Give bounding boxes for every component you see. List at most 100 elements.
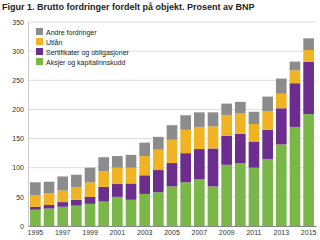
bar-segment (57, 176, 68, 190)
bar-segment (290, 62, 301, 71)
x-tick-label: 2001 (110, 229, 126, 236)
y-tick: 350 (12, 19, 28, 26)
x-tick: 2009 (219, 226, 235, 236)
bar-segment (139, 175, 150, 194)
bar-segment (85, 197, 96, 204)
bar-segment (249, 141, 260, 167)
bar-segment (303, 50, 314, 62)
bar-segment (98, 202, 109, 226)
bar-segment (126, 183, 137, 199)
bar-segment (139, 156, 150, 175)
x-tick: 1995 (28, 226, 44, 236)
bar-segment (30, 210, 41, 226)
bar-segment (303, 114, 314, 226)
bar-segment (112, 168, 123, 184)
bar-segment (44, 193, 55, 205)
y-tick-label: 150 (12, 135, 24, 142)
bar-segment (153, 137, 164, 150)
bar-segment (30, 182, 41, 195)
x-tick: 2007 (192, 226, 208, 236)
bar-segment (112, 184, 123, 197)
legend-swatch (36, 38, 43, 45)
legend-swatch (36, 48, 43, 55)
x-tick-label: 2013 (274, 229, 290, 236)
bar-segment (221, 115, 232, 135)
legend-label: Utlån (46, 39, 62, 46)
bar-segment (153, 192, 164, 226)
bar-segment (235, 102, 246, 114)
bar-segment (112, 156, 123, 168)
bars (30, 38, 314, 226)
bar-segment (180, 153, 191, 182)
series (30, 50, 314, 207)
bar-segment (249, 168, 260, 226)
bar-segment (30, 195, 41, 207)
bar-segment (71, 206, 82, 226)
y-tick-label: 50 (16, 194, 24, 201)
title: Figur 1. Brutto fordringer fordelt på ob… (2, 2, 255, 12)
bar-segment (262, 97, 273, 112)
y-tick: 200 (12, 106, 28, 113)
legend-label: Andre fordringer (46, 29, 97, 37)
bar-segment (167, 140, 178, 163)
x-tick-label: 2015 (301, 229, 317, 236)
legend-swatch (36, 28, 43, 35)
bar-segment (57, 202, 68, 207)
bar-segment (221, 104, 232, 116)
bar-segment (153, 170, 164, 192)
series (30, 38, 314, 195)
bar-segment (167, 186, 178, 226)
bar-segment (153, 150, 164, 170)
y-tick: 150 (12, 135, 28, 142)
bar-segment (276, 79, 287, 94)
y-tick-label: 250 (12, 77, 24, 84)
bar-segment (126, 168, 137, 184)
bar-segment (262, 130, 273, 159)
bar-segment (44, 205, 55, 208)
x-tick: 2015 (301, 226, 317, 236)
y-axis-line (28, 23, 29, 227)
y-tick-label: 0 (20, 223, 24, 230)
bar-segment (262, 111, 273, 130)
bar-segment (290, 83, 301, 127)
plot: 0 50 100 150 200 250 300 350 1995 1997 1999 2001 200… (12, 19, 316, 236)
bar-segment (57, 207, 68, 226)
bar-segment (71, 175, 82, 187)
chart: Figur 1. Brutto fordringer fordelt på ob… (0, 0, 320, 240)
bar-segment (262, 159, 273, 226)
y-tick: 50 (16, 194, 28, 201)
x-axis: 1995199719992001200320052007200920112013… (28, 226, 317, 236)
y-tick-label: 300 (12, 48, 24, 55)
bar-segment (85, 182, 96, 197)
bar-segment (126, 155, 137, 168)
bar-segment (85, 168, 96, 183)
bar-segment (139, 143, 150, 156)
bar-segment (44, 182, 55, 194)
legend-item: Aksjer og kapitalinnskudd (36, 58, 125, 67)
grid-line (28, 22, 316, 23)
x-tick-label: 2011 (246, 229, 261, 236)
bar-segment (208, 148, 219, 186)
bar-segment (44, 209, 55, 226)
bar-segment (290, 70, 301, 83)
bar-segment (221, 165, 232, 226)
bar-segment (139, 194, 150, 226)
bar-segment (235, 163, 246, 226)
bar-segment (276, 108, 287, 144)
y-tick: 100 (12, 164, 28, 171)
bar-segment (71, 187, 82, 200)
legend-item: Sertifikater og obligasjoner (36, 48, 130, 57)
bar-segment (235, 114, 246, 134)
x-tick: 2001 (110, 226, 126, 236)
bar-segment (276, 144, 287, 226)
x-tick-label: 2009 (219, 229, 235, 236)
bar-segment (221, 136, 232, 165)
y-tick-label: 100 (12, 164, 24, 171)
x-tick: 1997 (55, 226, 71, 236)
x-tick-label: 1999 (82, 229, 98, 236)
bar-segment (208, 112, 219, 126)
bar-segment (126, 200, 137, 226)
x-tick-label: 2003 (137, 229, 153, 236)
bar-segment (57, 190, 68, 202)
bar-segment (180, 182, 191, 226)
